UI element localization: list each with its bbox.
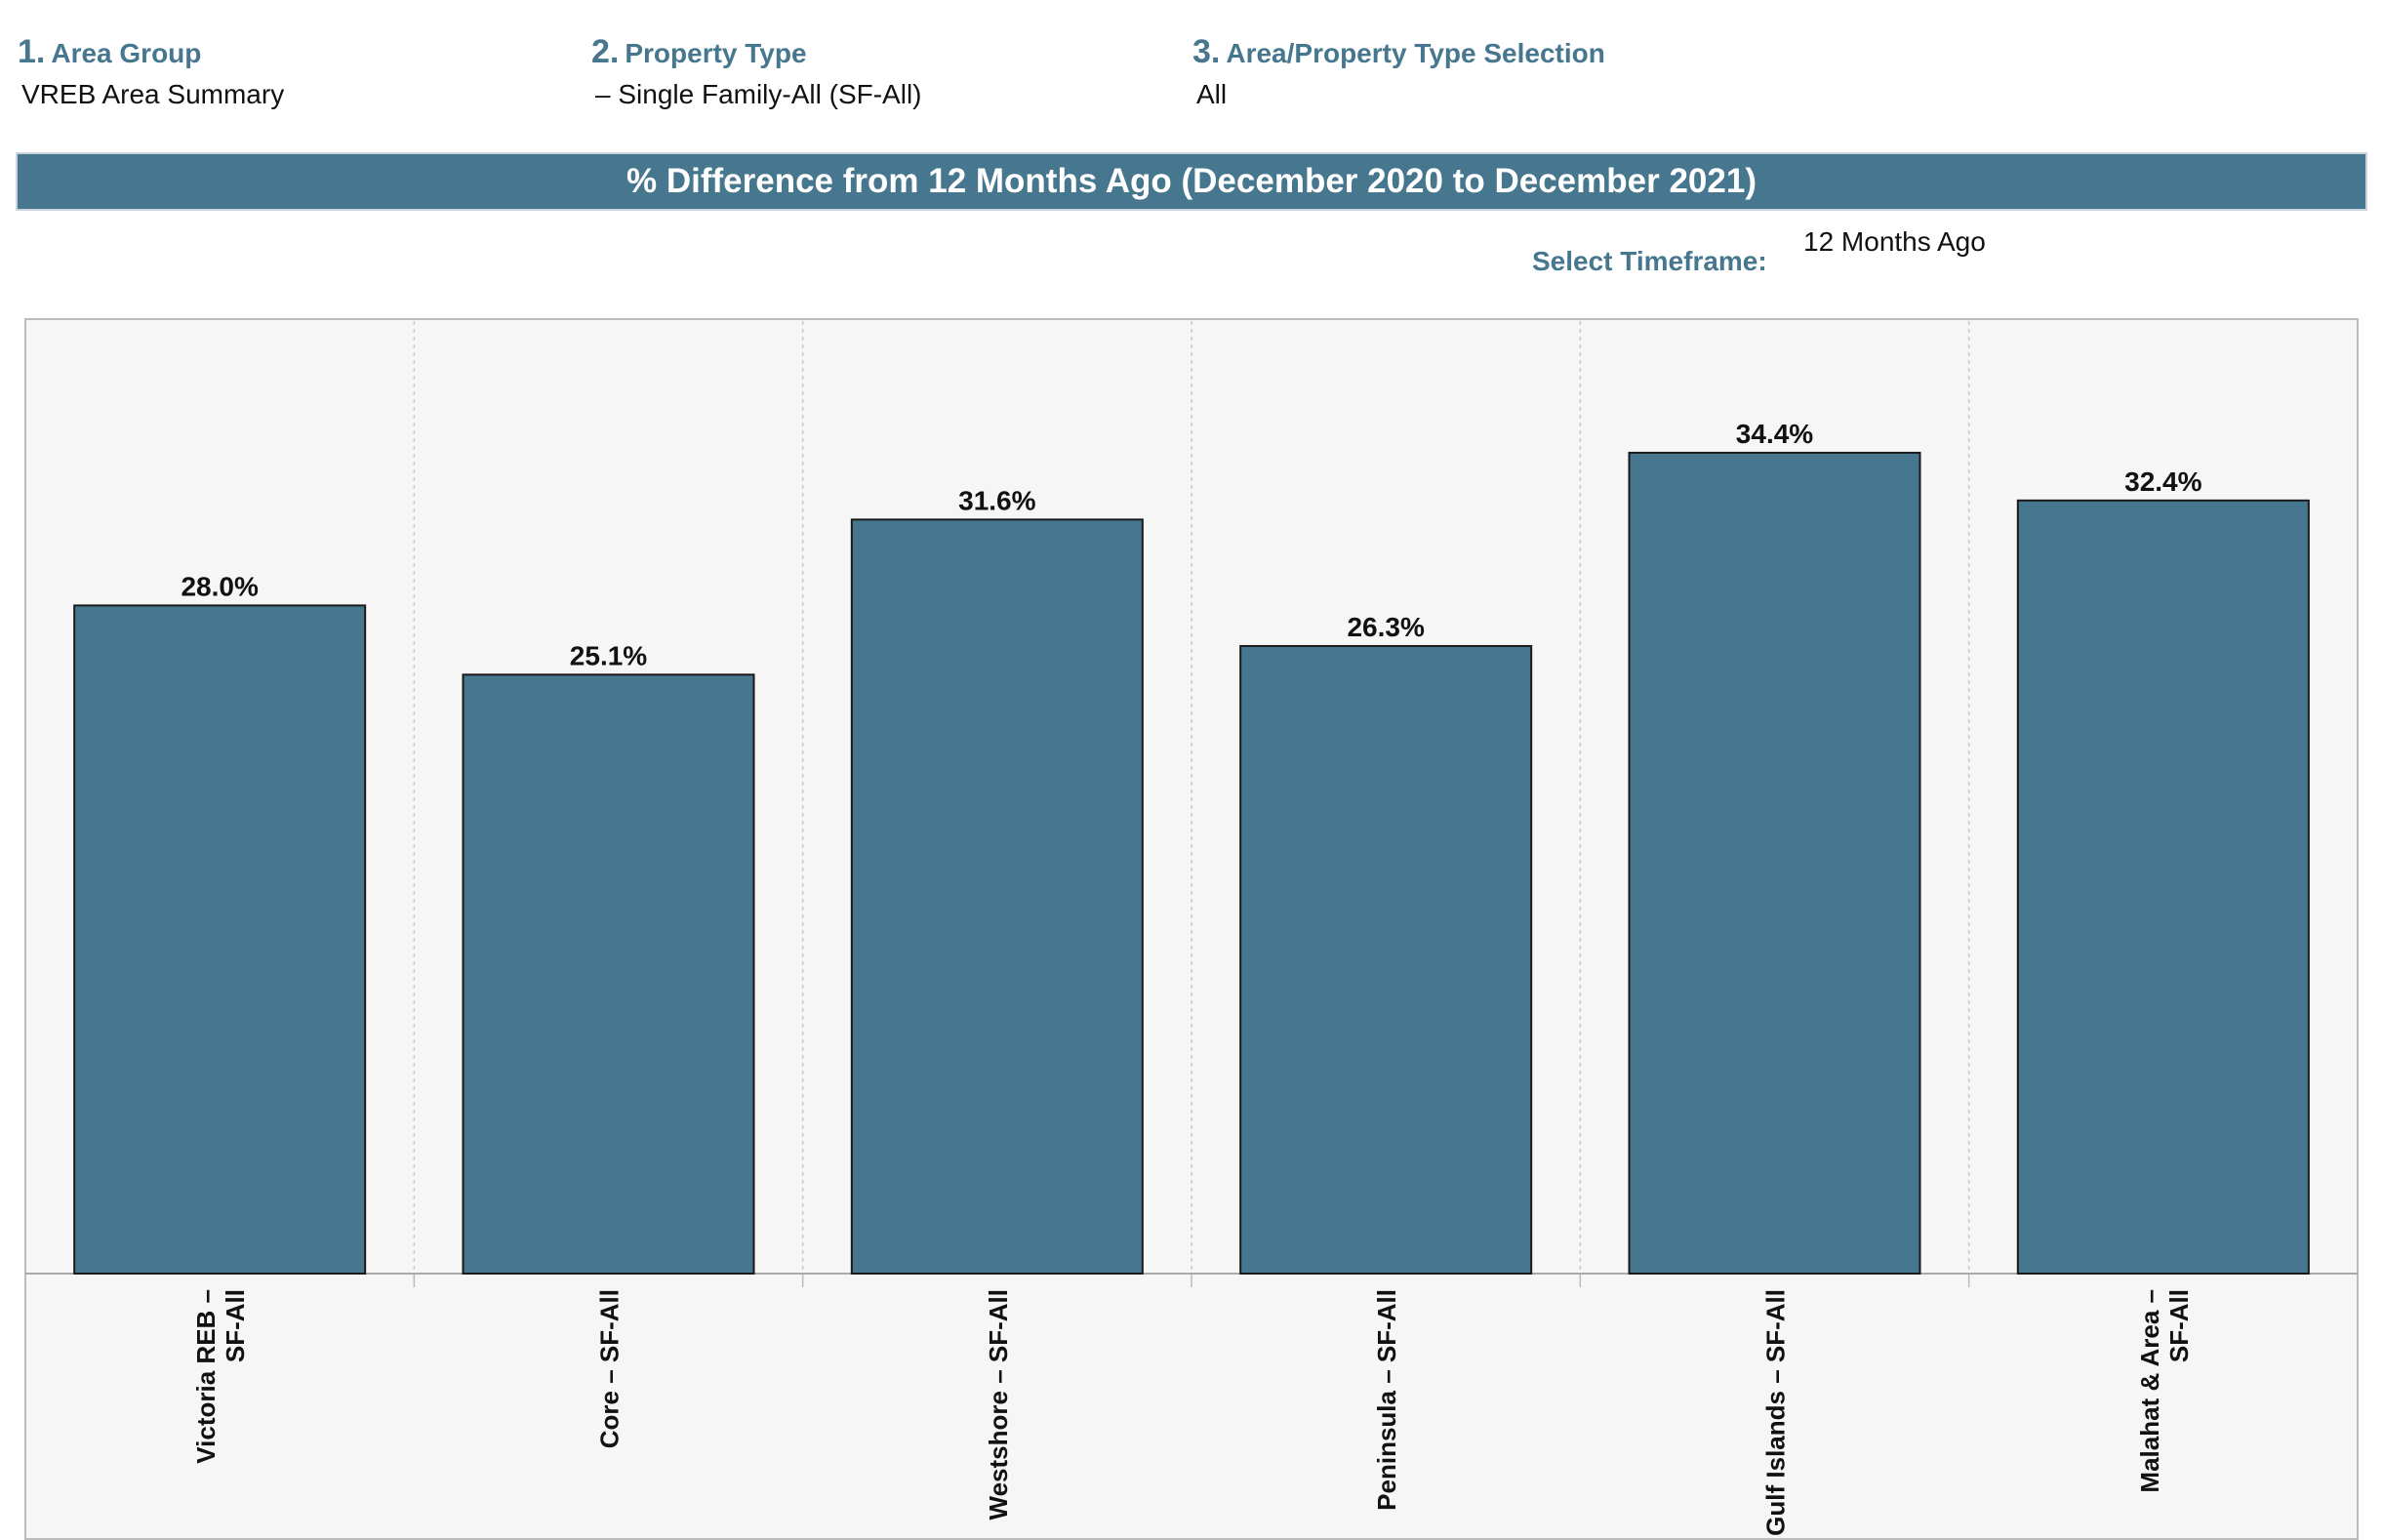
bar[interactable] <box>850 518 1144 1275</box>
bar[interactable] <box>1628 451 1921 1276</box>
bar[interactable] <box>2016 499 2310 1275</box>
x-tick-label-line: Westshore – SF-All <box>984 1289 1013 1520</box>
filter-property-type-value[interactable]: – Single Family-All (SF-All) <box>595 79 922 109</box>
x-tick-label: Peninsula – SF-All <box>1372 1289 1401 1511</box>
data-label: 34.4% <box>1736 419 1813 449</box>
timeframe-label: Select Timeframe: <box>1532 246 1767 276</box>
filter-number: 2. <box>591 33 620 70</box>
x-tick-label-line: Core – SF-All <box>595 1289 625 1448</box>
grid-lines <box>413 321 1970 1287</box>
x-tick-label-line: Gulf Islands – SF-All <box>1761 1289 1791 1536</box>
filter-area-selection-value[interactable]: All <box>1196 79 1228 109</box>
x-tick-label: Malahat & Area – SF-All <box>2135 1289 2194 1493</box>
filter-area-selection[interactable]: 3. Area/Property Type Selection All <box>1192 33 1605 110</box>
timeframe-selector[interactable]: 12 Months Ago <box>1803 226 1986 257</box>
x-tick-label: Core – SF-All <box>595 1289 625 1448</box>
data-label: 25.1% <box>570 640 647 670</box>
data-label: 32.4% <box>2124 466 2201 497</box>
x-tick-label: Gulf Islands – SF-All <box>1761 1289 1791 1536</box>
filter-area-group[interactable]: 1. Area Group VREB Area Summary <box>18 33 284 110</box>
x-tick-label: Westshore – SF-All <box>984 1289 1013 1520</box>
bar[interactable] <box>1239 644 1533 1275</box>
data-label: 28.0% <box>181 571 258 601</box>
data-label: 26.3% <box>1347 612 1424 642</box>
x-tick-label-line: Malahat & Area – <box>2135 1289 2164 1493</box>
x-tick-label-line: Peninsula – SF-All <box>1372 1289 1401 1511</box>
x-tick-labels: Victoria REB – SF-All Core – SF-All Westsho… <box>191 1289 2194 1536</box>
chart-title-banner: % Difference from 12 Months Ago (Decembe… <box>18 154 2365 209</box>
filter-area-group-value[interactable]: VREB Area Summary <box>21 79 285 109</box>
filter-area-selection-header: 3. Area/Property Type Selection <box>1192 33 1605 71</box>
data-labels: 28.0% 25.1% 31.6% 26.3% 34.4% 32.4% <box>181 419 2201 670</box>
x-tick-label-line: SF-All <box>2164 1289 2194 1362</box>
bar[interactable] <box>73 604 367 1275</box>
bars <box>73 451 2310 1276</box>
x-tick-label-line: SF-All <box>221 1289 250 1362</box>
filter-property-type[interactable]: 2. Property Type – Single Family-All (SF-… <box>591 33 922 110</box>
filter-area-group-header: 1. Area Group <box>18 33 284 71</box>
x-tick-label-line: Victoria REB – <box>191 1289 221 1464</box>
x-tick-label: Victoria REB – SF-All <box>191 1289 250 1464</box>
filter-label: Area/Property Type Selection <box>1226 38 1605 68</box>
filter-number: 3. <box>1192 33 1221 70</box>
filter-number: 1. <box>18 33 46 70</box>
data-label: 31.6% <box>958 485 1035 515</box>
bar[interactable] <box>462 673 755 1275</box>
filter-label: Property Type <box>625 38 807 68</box>
filter-label: Area Group <box>51 38 202 68</box>
plot-area <box>24 318 2359 1540</box>
filter-property-type-header: 2. Property Type <box>591 33 922 71</box>
